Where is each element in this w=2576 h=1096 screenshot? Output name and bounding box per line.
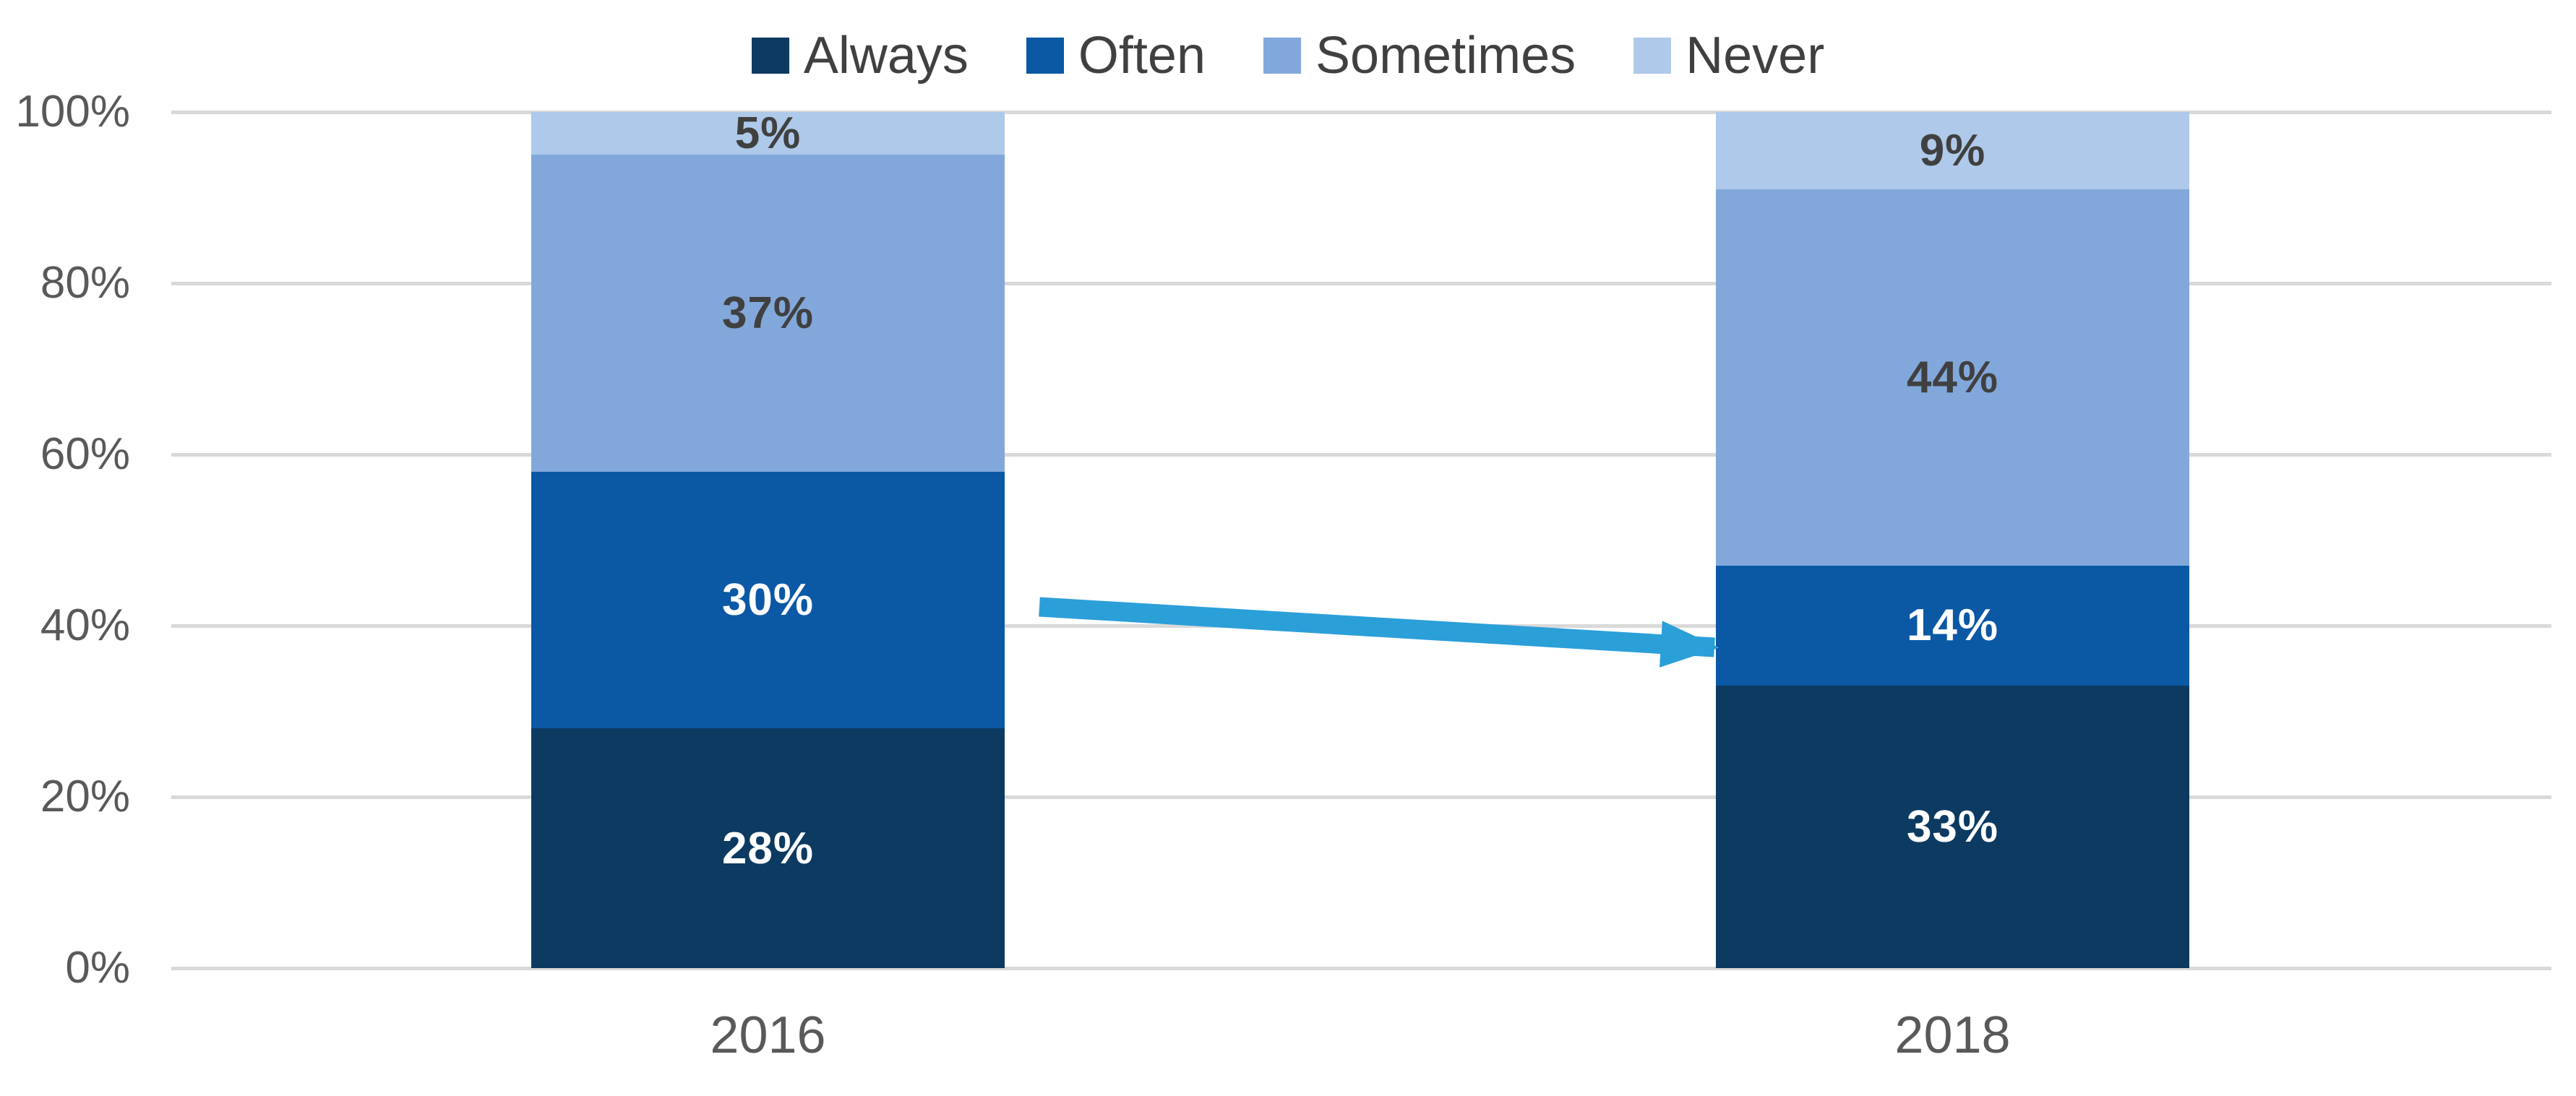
gridline-100% (171, 111, 2551, 114)
bar-2018-segment-always: 33% (1716, 685, 2189, 968)
gridline-80% (171, 282, 2551, 285)
bar-2018-segment-often: 14% (1716, 566, 2189, 686)
x-axis-label-2018: 2018 (1894, 1006, 2011, 1064)
legend-label: Always (803, 27, 969, 85)
legend-swatch-always-icon (751, 38, 789, 74)
gridline-0% (171, 967, 2551, 970)
bar-segment-value-label: 5% (734, 108, 802, 159)
legend-label: Sometimes (1315, 27, 1576, 85)
y-axis-tick-label: 0% (65, 943, 130, 993)
y-axis-tick-label: 40% (40, 600, 130, 650)
gridline-40% (171, 624, 2551, 628)
bar-2018-segment-never: 9% (1716, 112, 2189, 189)
y-axis-tick-label: 100% (15, 87, 130, 137)
y-axis-tick-label: 80% (40, 258, 130, 308)
legend-item-often: Often (1026, 26, 1206, 85)
legend-item-never: Never (1633, 26, 1824, 85)
legend-swatch-often-icon (1026, 38, 1064, 74)
legend-item-always: Always (751, 26, 969, 85)
y-axis-tick-label: 20% (40, 772, 130, 821)
bar-segment-value-label: 44% (1906, 352, 1999, 402)
legend-swatch-sometimes-icon (1263, 38, 1301, 74)
bar-2016-segment-always: 28% (531, 728, 1005, 968)
legend-item-sometimes: Sometimes (1263, 26, 1576, 85)
gridline-20% (171, 795, 2551, 799)
bar-segment-value-label: 9% (1919, 125, 1986, 176)
gridline-60% (171, 453, 2551, 457)
legend-label: Never (1686, 27, 1825, 85)
bar-segment-value-label: 30% (721, 574, 815, 625)
x-axis-label-2016: 2016 (710, 1006, 826, 1064)
y-axis-tick-label: 60% (40, 429, 130, 479)
legend: Always Often Sometimes Never (0, 26, 2576, 85)
bar-2016-segment-often: 30% (531, 471, 1005, 729)
legend-label: Often (1078, 27, 1206, 85)
bar-segment-value-label: 28% (721, 823, 815, 873)
bar-segment-value-label: 14% (1906, 600, 1999, 651)
bar-2016-segment-never: 5% (531, 108, 1005, 158)
bar-2016-segment-sometimes: 37% (531, 155, 1005, 472)
legend-swatch-never-icon (1633, 38, 1672, 74)
bar-2018-segment-sometimes: 44% (1716, 189, 2189, 566)
bar-segment-value-label: 33% (1906, 801, 1999, 852)
bar-segment-value-label: 37% (721, 288, 815, 338)
